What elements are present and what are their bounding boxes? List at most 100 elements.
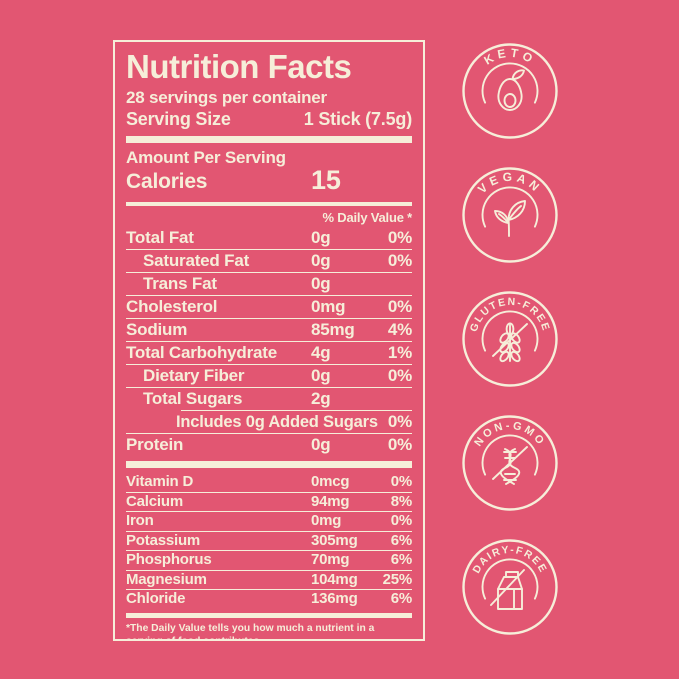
nutrient-dv: 1% [387, 343, 412, 362]
nutrient-row: Total Fat 0g 0% [126, 227, 412, 250]
nutrient-amount: 85mg [311, 320, 355, 339]
nutrient-name: Total Fat [126, 228, 194, 247]
certification-badges: KETO VEGAN [461, 42, 559, 662]
badge-circle [462, 415, 558, 511]
badge-vegan: VEGAN [461, 166, 559, 264]
nutrient-name: Chloride [126, 590, 186, 607]
micronutrient-row: Chloride 136mg 6% [126, 590, 412, 609]
nutrient-amount: 70mg [311, 551, 350, 568]
nutrient-dv: 0% [387, 366, 412, 385]
nutrient-dv: 6% [390, 531, 412, 549]
nutrient-name: Cholesterol [126, 297, 218, 316]
nutrient-amount: 0g [311, 251, 331, 270]
badge-circle [462, 43, 558, 139]
divider-medium [126, 202, 412, 206]
nutrient-amount: 0g [311, 435, 331, 454]
nutrient-row: Saturated Fat 0g 0% [126, 250, 412, 273]
nutrient-dv: 0% [387, 251, 412, 270]
nutrient-amount: 305mg [311, 531, 358, 549]
nutrient-amount: 0mcg [311, 473, 350, 490]
nutrient-name: Sodium [126, 320, 188, 339]
divider-thick [126, 612, 412, 618]
badge-vegan-label: VEGAN [475, 170, 541, 196]
nutrient-amount: 2g [311, 389, 331, 408]
nutrient-name: Vitamin D [126, 473, 194, 490]
nutrient-amount: 0g [311, 274, 331, 293]
sprout-icon [494, 200, 526, 237]
nutrition-facts-title: Nutrition Facts [126, 48, 352, 85]
nutrient-row: Includes 0g Added Sugars 0% [126, 411, 412, 434]
divider-thick [126, 461, 412, 468]
nutrient-row: Trans Fat 0g [126, 273, 412, 296]
nutrient-name: Includes 0g Added Sugars [176, 413, 378, 431]
nutrient-dv: 0% [390, 473, 412, 490]
daily-value-header: % Daily Value * [322, 210, 413, 225]
nutrient-name: Total Carbohydrate [126, 343, 277, 362]
amount-per-serving-label: Amount Per Serving [126, 148, 286, 167]
micronutrient-row: Phosphorus 70mg 6% [126, 551, 412, 571]
nutrient-row: Cholesterol 0mg 0% [126, 296, 412, 319]
micronutrient-row: Vitamin D 0mcg 0% [126, 473, 412, 493]
nutrient-amount: 136mg [311, 590, 358, 607]
nutrient-name: Dietary Fiber [143, 366, 245, 385]
nutrient-row: Total Carbohydrate 4g 1% [126, 342, 412, 365]
nutrient-name: Trans Fat [143, 274, 217, 293]
divider-thick [126, 136, 412, 143]
badge-gluten-free: GLUTEN-FREE [461, 290, 559, 388]
nutrient-amount: 0g [311, 228, 331, 247]
nutrient-dv: 0% [387, 412, 412, 431]
serving-size-label: Serving Size [126, 109, 231, 129]
badge-non-gmo: NON-GMO [461, 414, 559, 512]
daily-value-footnote: *The Daily Value tells you how much a nu… [126, 622, 412, 641]
dna-crossed-icon [492, 446, 528, 485]
micronutrient-row: Magnesium 104mg 25% [126, 570, 413, 590]
nutrient-name: Potassium [126, 531, 201, 549]
svg-text:VEGAN: VEGAN [475, 170, 545, 196]
nutrient-amount: 94mg [311, 492, 350, 510]
servings-per-container: 28 servings per container [126, 88, 327, 107]
nutrient-name: Saturated Fat [143, 251, 250, 270]
nutrient-row: Total Sugars 2g [126, 388, 412, 410]
divider-partial [181, 410, 412, 411]
calories-label: Calories [126, 170, 208, 193]
nutrient-dv: 4% [387, 320, 412, 339]
nutrition-facts-panel: Nutrition Facts 28 servings per containe… [113, 40, 425, 641]
footnote-line1: *The Daily Value tells you how much a nu… [126, 622, 375, 641]
nutrient-amount: 0mg [311, 297, 346, 316]
micronutrient-row: Calcium 94mg 8% [126, 492, 412, 512]
nutrient-name: Phosphorus [126, 551, 212, 568]
badge-dairy-free: DAIRY-FREE [461, 538, 559, 636]
milk-carton-crossed-icon [490, 569, 525, 610]
nutrient-dv: 0% [387, 297, 412, 316]
wheat-crossed-icon [492, 322, 528, 363]
serving-size-value: 1 Stick (7.5g) [303, 109, 412, 129]
calories-value: 15 [311, 165, 341, 195]
nutrient-amount: 104mg [311, 570, 358, 588]
micronutrient-row: Potassium 305mg 6% [126, 531, 412, 551]
nutrient-name: Iron [126, 512, 154, 529]
badge-circle [462, 291, 558, 387]
micronutrient-row: Iron 0mg 0% [126, 512, 412, 532]
badge-keto: KETO [461, 42, 559, 140]
nutrient-name: Total Sugars [143, 389, 243, 408]
nutrient-amount: 0mg [311, 512, 342, 529]
nutrient-dv: 0% [390, 512, 412, 529]
nutrient-name: Protein [126, 435, 184, 454]
nutrient-dv: 6% [390, 590, 412, 607]
nutrient-amount: 4g [311, 343, 331, 362]
nutrient-dv: 0% [387, 435, 412, 454]
nutrient-row: Protein 0g 0% [126, 434, 412, 456]
nutrient-name: Calcium [126, 492, 183, 510]
badge-circle [462, 167, 558, 263]
nutrient-dv: 25% [382, 570, 413, 588]
nutrient-dv: 6% [390, 551, 412, 568]
avocado-icon [497, 69, 525, 111]
nutrient-row: Sodium 85mg 4% [126, 319, 412, 342]
nutrient-row: Dietary Fiber 0g 0% [126, 365, 412, 388]
nutrient-dv: 8% [390, 492, 412, 510]
calories-row: Calories 15 [126, 165, 412, 198]
badge-circle [462, 539, 558, 635]
nutrient-amount: 0g [311, 366, 331, 385]
nutrient-name: Magnesium [126, 570, 207, 588]
